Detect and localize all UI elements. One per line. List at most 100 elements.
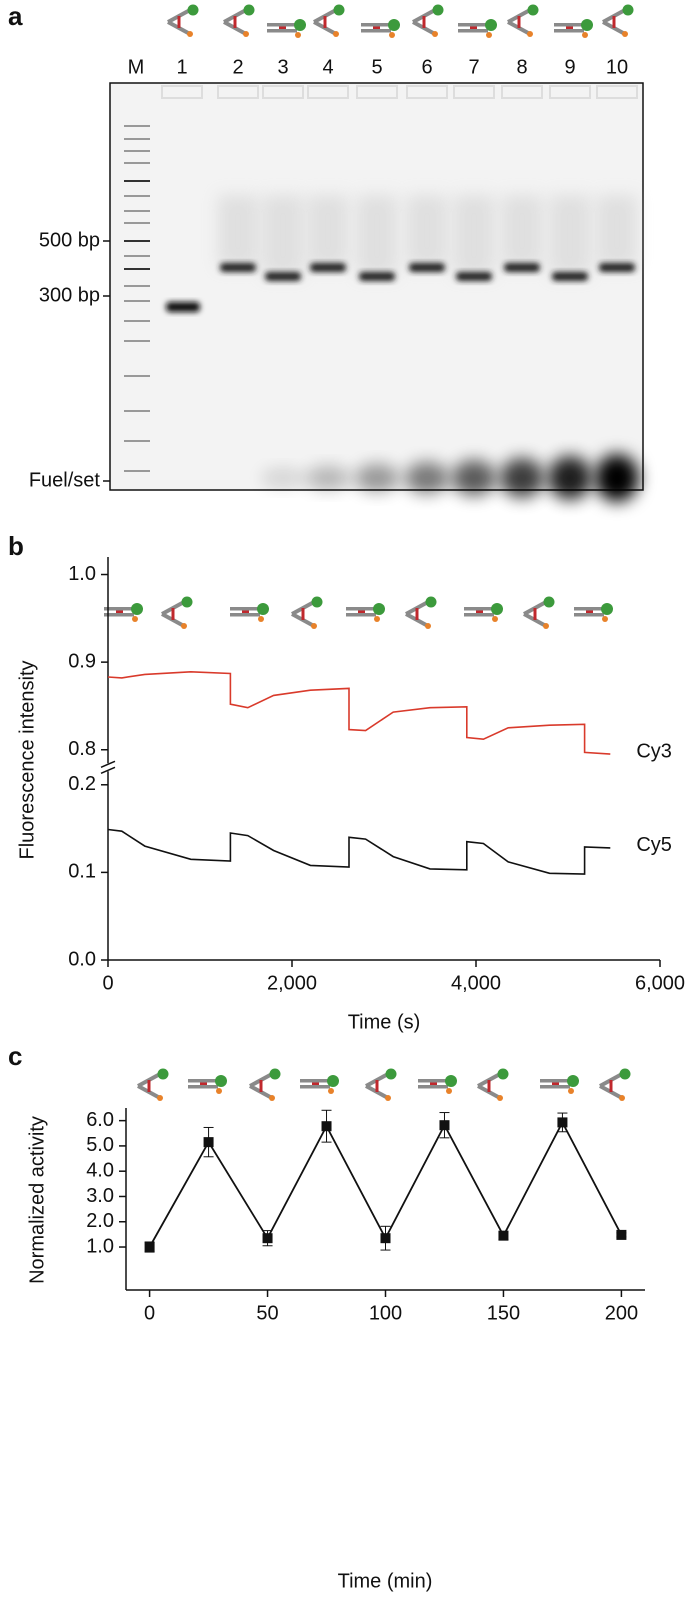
lane-label: 10 [606,56,628,78]
ladder-band [124,255,150,257]
v-construct [160,594,195,631]
y-tick-label: 1.0 [68,563,96,585]
linear-construct [418,1075,457,1094]
ladder-band [124,125,150,127]
data-point [439,1120,450,1131]
gel-smear [550,195,590,276]
v-construct [411,2,446,39]
x-tick-label: 150 [487,1302,520,1324]
gel-well [217,85,259,99]
data-point [262,1233,273,1244]
ladder-band [124,210,150,212]
ladder-band [124,285,150,287]
size-label: 300 bp [39,284,100,306]
gel-well [549,85,591,99]
linear-construct [300,1075,339,1094]
linear-construct [458,19,497,38]
fuel-band [261,468,305,488]
lane-label: 5 [371,56,382,78]
gel-well [596,85,638,99]
ladder-band [124,470,150,472]
gel-band [359,272,395,281]
gel-band [166,302,200,312]
x-tick-label: 100 [369,1302,402,1324]
v-construct [166,2,201,39]
y-axis-label: Normalized activity [26,1116,48,1284]
gel-smear [263,195,303,276]
v-construct [222,2,257,39]
data-point [144,1242,155,1253]
lane-label: 4 [322,56,333,78]
linear-construct [361,19,400,38]
fuel-band [500,458,544,498]
x-tick-label: 4,000 [451,972,501,994]
x-axis-label: Time (min) [338,1570,433,1592]
lane-label: 6 [421,56,432,78]
gel-smear [597,195,637,267]
gel-well [161,85,203,99]
ladder-band [124,162,150,164]
gel-band [599,263,635,272]
linear-construct [104,603,143,622]
construct-icons [136,1066,633,1103]
gel-band [220,263,256,272]
v-construct [506,2,541,39]
gel-smear [407,195,447,267]
fuel-band [355,464,399,492]
linear-construct [574,603,613,622]
v-construct [248,1066,283,1103]
ladder-band [124,150,150,152]
axis-break [100,766,116,774]
ladder-band [124,300,150,302]
series-label: Cy5 [636,834,672,856]
data-point [498,1230,509,1241]
gel-smear [308,195,348,267]
v-construct [598,1066,633,1103]
data-point [557,1117,568,1128]
gel-well [453,85,495,99]
panel-label: c [8,1041,22,1071]
gel-smear [218,195,258,267]
y-tick-label: 0.8 [68,738,96,760]
x-tick-label: 2,000 [267,972,317,994]
y-tick-label: 0.1 [68,861,96,883]
x-tick-label: 0 [102,972,113,994]
ladder-band [124,195,150,197]
v-construct [404,594,439,631]
size-label: 500 bp [39,229,100,251]
fuel-band [306,466,350,490]
ladder-band [124,440,150,442]
construct-icons [104,594,613,631]
lane-label: 8 [516,56,527,78]
x-tick-label: 50 [256,1302,278,1324]
ladder-band [124,222,150,224]
lane-labels: M 1 2 3 4 5 6 7 8 9 10 [128,56,628,78]
ladder-band [124,375,150,377]
linear-construct [554,19,593,38]
x-axis-label: Time (s) [348,1011,421,1033]
panel-label: a [8,1,23,31]
construct-icons [166,2,636,39]
linear-construct [540,1075,579,1094]
gel-band [504,263,540,272]
gel-band [552,272,588,281]
fuel-band [595,454,639,502]
linear-construct [267,19,306,38]
axis-break [100,760,116,768]
data-line [107,670,611,755]
y-tick-label: 0.9 [68,650,96,672]
y-tick-label: 1.0 [86,1235,114,1257]
fuel-band [405,462,449,494]
data-point [380,1233,391,1244]
ladder-band [124,138,150,140]
gel-well [262,85,304,99]
ladder-band [124,268,150,270]
x-tick-label: 6,000 [635,972,685,994]
fuel-band [548,456,592,500]
gel-band [265,272,301,281]
y-tick-label: 0.2 [68,773,96,795]
gel-well [501,85,543,99]
ladder-band [124,320,150,322]
y-axis-label: Fluorescence intensity [16,661,38,860]
